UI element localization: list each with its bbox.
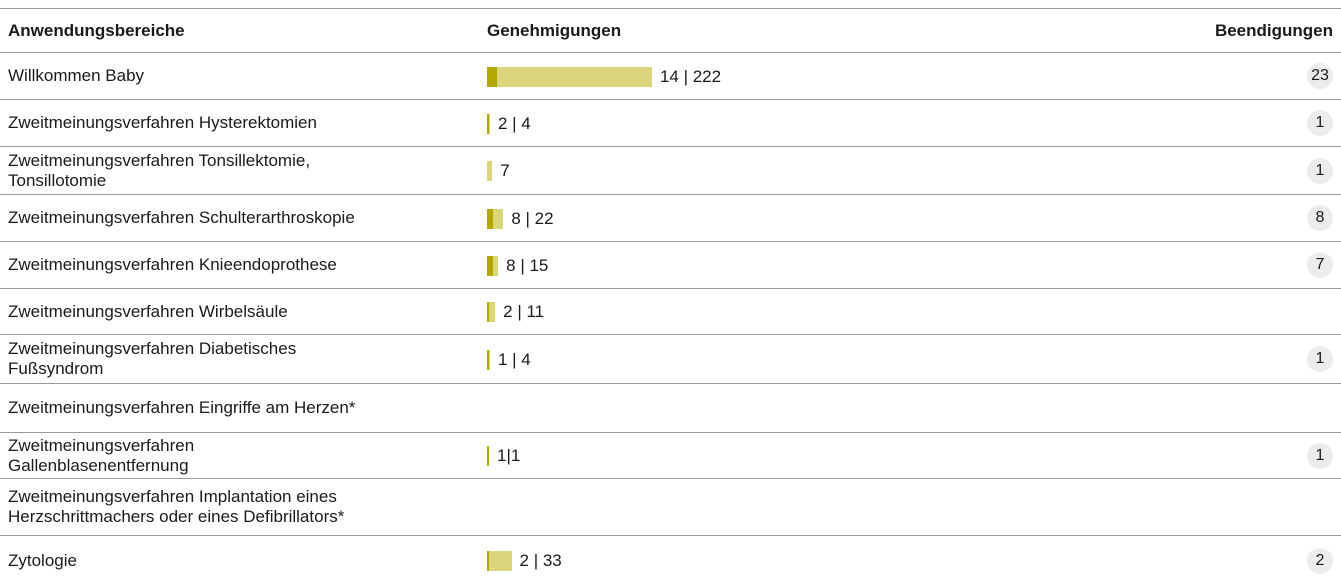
bar-part	[487, 349, 489, 370]
row-label-line: Zweitmeinungsverfahren Hysterektomien	[8, 113, 317, 132]
bar-label: 2 | 11	[503, 302, 545, 321]
row-label-line: Fußsyndrom	[8, 359, 104, 378]
bar-part	[487, 255, 493, 276]
row-label: Willkommen Baby	[8, 53, 144, 99]
bar-label: 14 | 222	[659, 66, 722, 86]
terminations-cell: 7	[1307, 242, 1333, 288]
row-label: Zweitmeinungsverfahren Wirbelsäule	[8, 289, 288, 334]
bar-total	[487, 551, 512, 571]
bar-label: 2 | 4	[497, 113, 531, 133]
row-label-line: Zweitmeinungsverfahren Wirbelsäule	[8, 301, 288, 321]
bar-part	[487, 66, 498, 87]
row-label-lines: Zweitmeinungsverfahren Implantation eine…	[8, 487, 344, 527]
row-label: Zweitmeinungsverfahren Eingriffe am Herz…	[8, 384, 355, 432]
row-label-lines: Zweitmeinungsverfahren Eingriffe am Herz…	[8, 398, 355, 418]
terminations-cell: 8	[1307, 195, 1333, 241]
row-label: Zweitmeinungsverfahren Implantation eine…	[8, 479, 344, 535]
row-label-line: Willkommen Baby	[8, 66, 145, 85]
table-row: Zweitmeinungsverfahren Diabetisches Fußsy…	[0, 334, 1341, 383]
row-label-line: Tonsillotomie	[8, 170, 107, 190]
bar-label: 8 | 22	[511, 208, 554, 228]
row-label: Zweitmeinungsverfahren Tonsillektomie, To…	[8, 147, 310, 194]
terminations-value: 1	[1307, 157, 1333, 184]
header-cell: Anwendungsbereiche	[8, 20, 185, 40]
row-label-line: Herzschrittmachers oder eines Defibrilla…	[8, 507, 345, 526]
terminations-cell: 1	[1307, 433, 1333, 478]
bar-label: 1|1	[497, 446, 521, 465]
row-label-line: Zweitmeinungsverfahren Knieendoprothese	[8, 255, 337, 274]
terminations-cell: 1	[1307, 147, 1333, 194]
bar-part	[487, 208, 493, 229]
bar-part	[487, 551, 489, 571]
row-label: Zweitmeinungsverfahren Diabetisches Fußsy…	[8, 335, 296, 383]
terminations-cell: 1	[1307, 100, 1333, 146]
terminations-value: 7	[1307, 252, 1333, 278]
row-label-line: Zweitmeinungsverfahren Tonsillektomie,	[8, 150, 311, 170]
row-label-line: Gallenblasenentfernung	[8, 455, 189, 475]
row-label-line: Zweitmeinungsverfahren Eingriffe am Herz…	[8, 398, 356, 417]
terminations-value: 23	[1307, 63, 1333, 89]
table-row: Zweitmeinungsverfahren Hysterektomien 2 |…	[0, 99, 1341, 146]
terminations-cell: 1	[1307, 335, 1333, 383]
header-row: Anwendungsbereiche Genehmigungen Beendigun…	[0, 8, 1341, 52]
row-label-line: Zweitmeinungsverfahren Schulterarthrosko…	[8, 208, 355, 227]
table-row: Zweitmeinungsverfahren Tonsillektomie, To…	[0, 146, 1341, 194]
bar-label: 2 | 33	[519, 551, 562, 570]
row-label: Zweitmeinungsverfahren Schulterarthrosko…	[8, 195, 355, 241]
bar-part	[487, 302, 489, 322]
bar-part	[487, 113, 489, 134]
bar-total	[487, 66, 652, 87]
table-row: Zweitmeinungsverfahren Wirbelsäule 2 | 11	[0, 288, 1341, 334]
row-label-line: Zweitmeinungsverfahren	[8, 435, 195, 455]
terminations-value: 1	[1307, 110, 1333, 136]
table-row: Zweitmeinungsverfahren Knieendoprothese 8…	[0, 241, 1341, 288]
bar-label: 8 | 15	[506, 255, 549, 275]
row-label-line: Zytologie	[8, 550, 77, 570]
row-label-lines: Zweitmeinungsverfahren Hysterektomien	[8, 113, 317, 133]
row-label: Zweitmeinungsverfahren Hysterektomien	[8, 100, 317, 146]
row-label: Zytologie	[8, 536, 77, 585]
table-row: Zytologie 2 | 33 2	[0, 535, 1341, 585]
row-label-lines: Zytologie	[8, 551, 77, 571]
row-label-lines: Zweitmeinungsverfahren Diabetisches Fußsy…	[8, 339, 296, 379]
row-label-lines: Zweitmeinungsverfahren Schulterarthrosko…	[8, 208, 355, 228]
bar-total	[487, 302, 496, 322]
row-label-line: Zweitmeinungsverfahren Implantation eine…	[8, 487, 337, 506]
terminations-value: 1	[1307, 442, 1333, 469]
row-label: Zweitmeinungsverfahren Gallenblasenentfer…	[8, 433, 194, 478]
row-label-lines: Zweitmeinungsverfahren Gallenblasenentfer…	[8, 436, 194, 476]
bar-part	[487, 446, 489, 466]
table-row: Zweitmeinungsverfahren Gallenblasenentfer…	[0, 432, 1341, 478]
table-row: Zweitmeinungsverfahren Eingriffe am Herz…	[0, 383, 1341, 432]
row-label-lines: Zweitmeinungsverfahren Knieendoprothese	[8, 255, 337, 275]
bar-total	[487, 161, 493, 181]
terminations-cell: 23	[1307, 53, 1333, 99]
terminations-value: 8	[1307, 205, 1333, 231]
table-row: Willkommen Baby 14 | 222 23	[0, 52, 1341, 99]
row-label: Zweitmeinungsverfahren Knieendoprothese	[8, 242, 337, 288]
bar-label: 1 | 4	[497, 349, 531, 369]
row-label-lines: Willkommen Baby	[8, 66, 144, 86]
terminations-cell: 2	[1307, 536, 1333, 585]
bar-label: 7	[500, 161, 510, 180]
table-row: Zweitmeinungsverfahren Schulterarthrosko…	[0, 194, 1341, 241]
terminations-value: 2	[1307, 547, 1333, 574]
row-label-line: Zweitmeinungsverfahren Diabetisches	[8, 339, 297, 358]
header-cell: Genehmigungen	[487, 20, 622, 40]
header-cell: Beendigungen	[1214, 20, 1333, 40]
terminations-value: 1	[1307, 346, 1333, 372]
row-label-lines: Zweitmeinungsverfahren Wirbelsäule	[8, 302, 288, 322]
table-row: Zweitmeinungsverfahren Implantation eine…	[0, 478, 1341, 535]
row-label-lines: Zweitmeinungsverfahren Tonsillektomie, To…	[8, 151, 310, 191]
